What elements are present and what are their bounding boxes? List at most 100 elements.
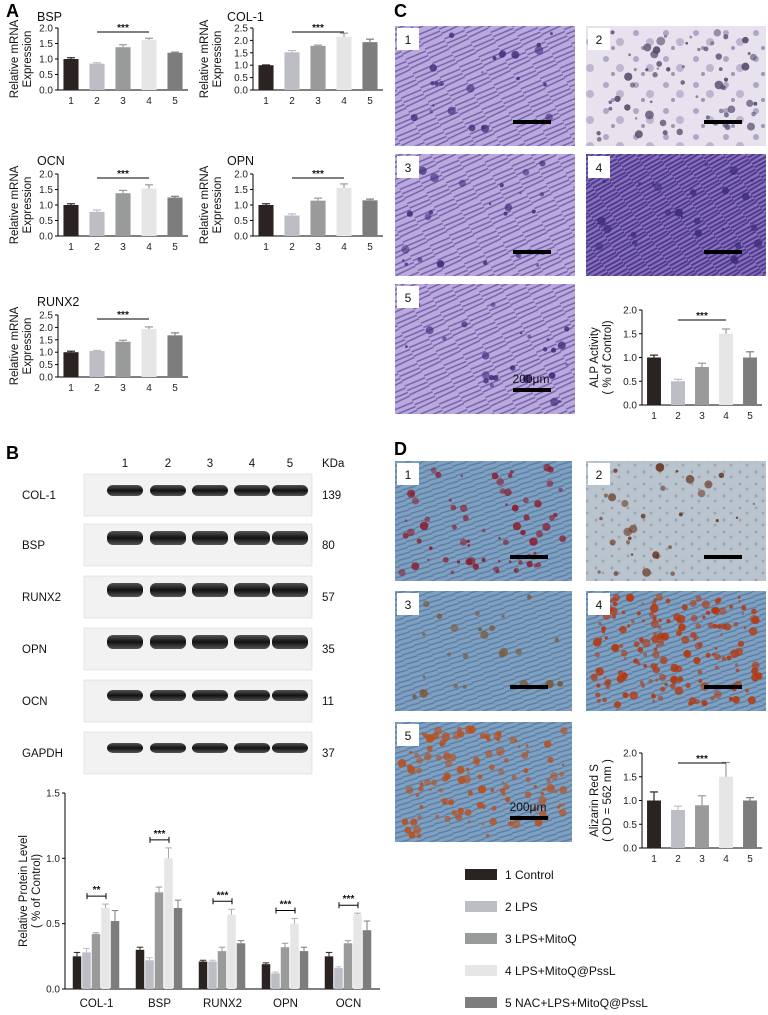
bar-runx2-group-1: [198, 961, 208, 989]
stain-spot: [701, 700, 708, 707]
stain-spot: [642, 568, 651, 577]
stain-spot: [543, 82, 547, 87]
bar-ocn-group-3: [343, 943, 353, 989]
stain-spot: [597, 570, 601, 574]
stain-spot: [410, 818, 418, 826]
stain-spot: [632, 239, 638, 246]
micrograph-number: 3: [405, 598, 412, 612]
stain-spot: [648, 679, 653, 684]
stain-spot: [602, 179, 607, 184]
stain-spot: [659, 656, 668, 665]
x-tick-label: 2: [94, 242, 100, 253]
stain-spot: [406, 210, 413, 217]
scale-bar-label: 200μm: [510, 800, 547, 814]
y-tick-label: 0.5: [46, 919, 60, 930]
stain-spot: [649, 604, 659, 613]
stain-spot: [599, 637, 603, 641]
stain-spot: [719, 84, 726, 90]
stain-spot: [662, 130, 668, 136]
stain-spot: [637, 646, 644, 653]
stain-spot: [718, 472, 725, 479]
blot-band: [192, 635, 228, 649]
significance-label: **: [93, 885, 101, 896]
stain-spot: [448, 753, 457, 762]
d-micrograph-2: 2: [586, 461, 766, 581]
stain-spot: [705, 115, 710, 120]
stain-spot: [660, 485, 666, 491]
stain-spot: [536, 530, 543, 538]
stain-spot: [417, 814, 423, 820]
stain-spot: [729, 604, 734, 609]
micrograph-number-box: [588, 156, 610, 178]
stain-spot: [450, 570, 455, 575]
bar-group-5: [743, 357, 757, 405]
stain-spot: [404, 519, 408, 523]
x-tick-label: 5: [367, 96, 373, 107]
stain-spot: [610, 597, 617, 604]
bar-ocn-group-4: [353, 914, 362, 989]
stain-spot: [421, 732, 425, 736]
stain-spot: [666, 67, 671, 72]
stain-spot: [710, 696, 715, 701]
x-tick-label: 4: [341, 96, 347, 107]
y-axis-label-line2: Expression: [212, 31, 224, 88]
stain-spot: [477, 785, 487, 794]
legend-swatch-5: [465, 997, 497, 1008]
stain-spot: [468, 124, 476, 132]
bar-group-3: [310, 45, 326, 90]
y-tick-label: 1.5: [46, 789, 60, 800]
stain-spot: [613, 468, 618, 473]
stain-spot: [561, 763, 565, 766]
bar-group-4: [719, 776, 733, 848]
stain-spot: [401, 245, 410, 254]
stain-spot: [735, 668, 740, 673]
stain-spot: [436, 260, 445, 268]
stain-spot: [511, 774, 517, 781]
blot-band: [234, 635, 270, 649]
stain-spot: [499, 183, 504, 188]
stain-spot: [622, 692, 629, 699]
x-tick-label: 2: [675, 854, 681, 865]
stain-spot: [653, 647, 658, 652]
stain-spot: [419, 782, 424, 787]
y-tick-label: 1.0: [234, 61, 248, 72]
stain-spot: [627, 624, 631, 628]
stain-spot: [558, 400, 561, 403]
stain-spot: [442, 556, 449, 563]
stain-spot: [723, 77, 729, 82]
stain-spot: [415, 793, 420, 797]
stain-spot: [557, 680, 564, 687]
y-tick-label: 1.0: [623, 796, 637, 807]
stain-spot: [405, 786, 414, 795]
x-tick-label: 5: [747, 854, 753, 865]
stain-spot: [533, 551, 537, 555]
stain-spot: [492, 56, 497, 61]
micrograph-number: 2: [596, 468, 603, 482]
stain-spot: [750, 178, 754, 182]
stain-spot: [613, 571, 619, 576]
stain-spot: [430, 173, 439, 183]
stain-spot: [489, 764, 495, 771]
stain-spot: [472, 756, 480, 764]
stain-spot: [562, 803, 565, 807]
stain-spot: [496, 730, 502, 737]
x-tick-label: 2: [675, 411, 681, 422]
stain-spot: [714, 665, 719, 670]
scale-bar: [510, 816, 548, 820]
stain-spot: [611, 643, 620, 652]
micrograph-number: 5: [405, 291, 412, 305]
stain-spot: [697, 47, 701, 52]
bar-group-1: [63, 205, 79, 236]
blot-band: [234, 743, 270, 753]
stain-spot: [522, 169, 530, 176]
stain-spot: [614, 95, 621, 102]
stain-spot: [706, 610, 711, 615]
stain-spot: [536, 562, 542, 568]
significance-label: ***: [117, 23, 129, 34]
x-tick-label: 1: [68, 96, 74, 107]
stain-spot: [467, 790, 473, 796]
x-tick-label: 1: [263, 242, 269, 253]
stain-spot: [652, 650, 660, 659]
d-micrograph-5: 5 200μm: [395, 722, 572, 842]
